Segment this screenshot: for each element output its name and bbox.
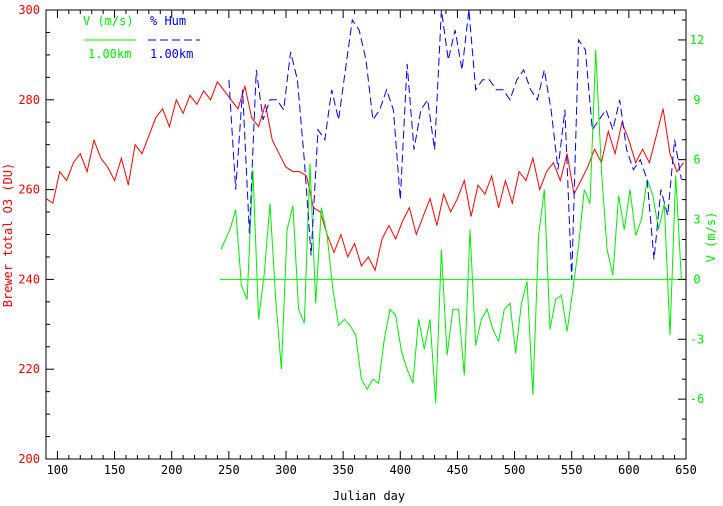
y-right-tick-label: 6 bbox=[693, 153, 700, 167]
y-right-tick-label: 0 bbox=[693, 272, 700, 286]
y-right-tick-label: 9 bbox=[693, 93, 700, 107]
series-line-hum bbox=[228, 9, 682, 280]
y-left-tick-label: 300 bbox=[18, 3, 40, 17]
y-left-axis-ticks: 200 220 240 260 280 300 bbox=[18, 3, 54, 466]
x-tick-label: 550 bbox=[561, 463, 583, 477]
x-tick-label: 100 bbox=[47, 463, 69, 477]
x-tick-label: 400 bbox=[389, 463, 411, 477]
x-tick-label: 300 bbox=[275, 463, 297, 477]
x-tick-label: 500 bbox=[504, 463, 526, 477]
y-right-tick-label: 3 bbox=[693, 213, 700, 227]
y-right-tick-label: 12 bbox=[690, 33, 704, 47]
x-tick-label: 200 bbox=[161, 463, 183, 477]
legend-sub-hum: 1.00km bbox=[150, 47, 193, 61]
series-line-o3 bbox=[45, 80, 685, 272]
y-left-tick-label: 200 bbox=[18, 452, 40, 466]
x-tick-label: 450 bbox=[447, 463, 469, 477]
x-tick-label: 350 bbox=[332, 463, 354, 477]
y-right-tick-label: -6 bbox=[690, 392, 704, 406]
plot-frame bbox=[45, 9, 687, 460]
y-left-axis-title: Brewer total O3 (DU) bbox=[1, 163, 15, 308]
legend-title-wind: V (m/s) bbox=[83, 14, 134, 28]
x-tick-label: 150 bbox=[104, 463, 126, 477]
y-left-tick-label: 220 bbox=[18, 362, 40, 376]
series-lines bbox=[45, 9, 685, 404]
x-axis-title: Julian day bbox=[333, 489, 405, 503]
y-right-tick-label: -3 bbox=[690, 332, 704, 346]
x-tick-label: 250 bbox=[218, 463, 240, 477]
y-left-tick-label: 280 bbox=[18, 93, 40, 107]
legend-title-hum: % Hum bbox=[150, 14, 186, 28]
x-tick-label: 600 bbox=[618, 463, 640, 477]
plot-border bbox=[45, 9, 687, 460]
x-axis-ticks: 100 150 200 250 300 350 400 450 500 550 600 650 bbox=[47, 10, 697, 477]
legend: V (m/s) % Hum 1.00km 1.00km bbox=[83, 14, 200, 61]
legend-sub-wind: 1.00km bbox=[88, 47, 131, 61]
series-line-wind bbox=[220, 49, 682, 404]
y-right-axis-title: V (m/s) bbox=[704, 212, 718, 263]
y-right-axis-ticks: -6 -3 0 3 6 9 12 bbox=[678, 19, 704, 440]
x-tick-label: 650 bbox=[675, 463, 697, 477]
y-left-tick-label: 240 bbox=[18, 272, 40, 286]
y-left-tick-label: 260 bbox=[18, 183, 40, 197]
